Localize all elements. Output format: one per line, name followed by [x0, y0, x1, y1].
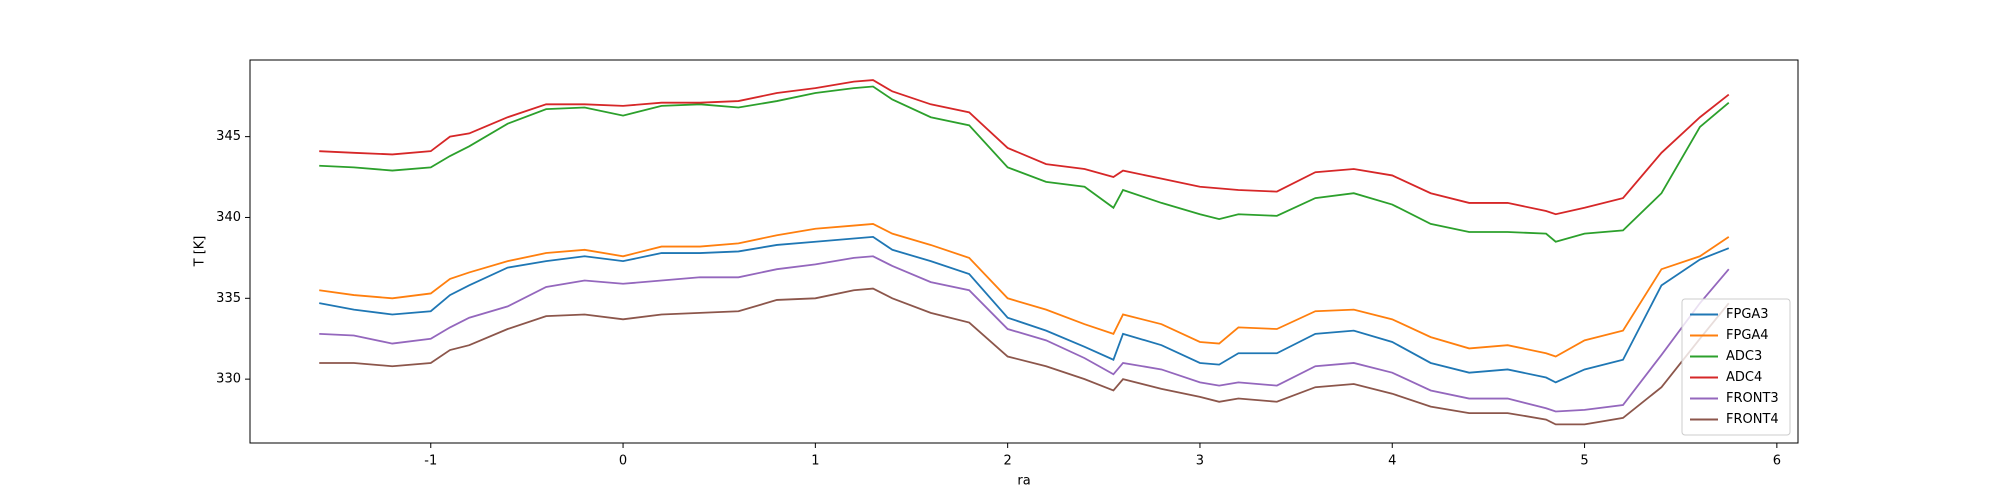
- x-tick-label: -1: [424, 454, 437, 469]
- y-tick-label: 330: [216, 372, 241, 387]
- series-line: [319, 287, 1730, 426]
- x-tick-label: 3: [1196, 454, 1204, 469]
- series-line: [319, 79, 1730, 216]
- legend-label: FPGA4: [1726, 328, 1769, 343]
- series-line: [319, 85, 1730, 243]
- x-tick-label: 0: [619, 454, 627, 469]
- legend-label: FRONT3: [1726, 391, 1779, 406]
- x-tick-label: 2: [1004, 454, 1012, 469]
- y-tick-label: 340: [216, 210, 241, 225]
- y-axis-label: T [K]: [193, 236, 208, 268]
- legend-label: FRONT4: [1726, 412, 1779, 427]
- x-tick-label: 5: [1580, 454, 1588, 469]
- legend-label: FPGA3: [1726, 307, 1769, 322]
- series-line: [319, 235, 1730, 384]
- x-tick-label: 4: [1388, 454, 1396, 469]
- x-tick-label: 1: [811, 454, 819, 469]
- series-line: [319, 223, 1730, 358]
- x-axis-label: ra: [1017, 474, 1030, 489]
- y-tick-label: 345: [216, 129, 241, 144]
- x-tick-label: 6: [1773, 454, 1781, 469]
- legend-label: ADC4: [1726, 370, 1762, 385]
- legend-box: [1681, 298, 1791, 436]
- y-tick-label: 335: [216, 291, 241, 306]
- legend-label: ADC3: [1726, 349, 1762, 364]
- plot-frame: [249, 59, 1799, 444]
- series-line: [319, 255, 1730, 413]
